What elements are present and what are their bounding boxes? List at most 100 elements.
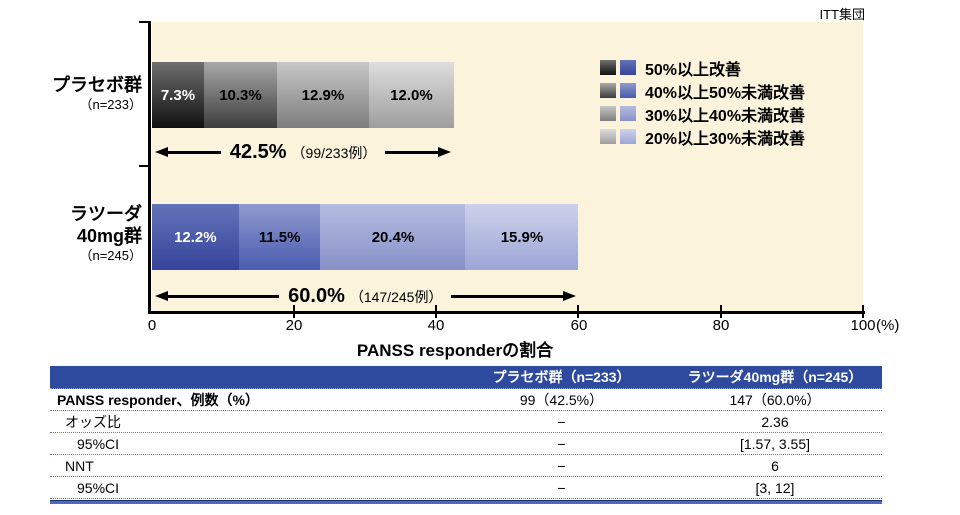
table-row: NNT − 6 (50, 455, 882, 477)
row-label: 95%CI (77, 435, 120, 452)
placebo-total-annotation: 42.5% （99/233例） (152, 139, 454, 165)
bar-segment-40to50: 11.5% (238, 204, 321, 270)
segment-value-label: 7.3% (160, 86, 196, 104)
lurasidone-total-annotation: 60.0% （147/245例） (152, 283, 579, 309)
row-value-placebo: − (557, 479, 566, 496)
x-axis-line (148, 311, 865, 314)
legend-item: 40%以上50%未満改善 (600, 79, 805, 102)
group-n: （n=245） (79, 248, 142, 263)
group-n: （n=233） (79, 97, 142, 112)
bar-segment-20to30: 12.0% (368, 62, 455, 128)
bar-segment-50plus: 12.2% (152, 204, 239, 270)
y-axis-line (148, 21, 151, 313)
table-row: オッズ比 − 2.36 (50, 411, 882, 433)
row-value-lurasidone: 6 (771, 457, 779, 474)
bar-segment-50plus: 7.3% (152, 62, 204, 128)
arrow-line (168, 294, 280, 298)
category-label-lurasidone: ラツーダ 40mg群 （n=245） (8, 203, 142, 264)
lurasidone-bar: 12.2% 11.5% 20.4% 15.9% (152, 204, 579, 270)
legend-label: 30%以上40%未満改善 (645, 107, 806, 125)
row-value-lurasidone: [3, 12] (755, 479, 795, 496)
segment-value-label: 11.5% (258, 228, 301, 246)
segment-value-label: 20.4% (371, 228, 415, 246)
legend-swatch-blue-icon (620, 83, 636, 98)
row-label: オッズ比 (65, 413, 121, 430)
segment-value-label: 12.2% (174, 228, 217, 246)
placebo-bar: 7.3% 10.3% 12.9% 12.0% (152, 62, 455, 128)
legend-swatch-gray-icon (600, 106, 616, 121)
segment-value-label: 12.9% (301, 86, 345, 104)
legend-swatch-gray-icon (600, 83, 616, 98)
population-note: ITT集団 (819, 7, 866, 22)
x-axis-title: PANSS responderの割合 (356, 341, 554, 360)
row-value-lurasidone: 147（60.0%） (729, 391, 821, 408)
x-axis-tick (720, 305, 722, 318)
group-name: 40mg群 (76, 226, 142, 246)
x-tick-label: 40 (427, 317, 445, 334)
row-label: NNT (65, 457, 94, 474)
total-count: （147/245例） (349, 288, 443, 305)
legend-swatch-gray-icon (600, 60, 616, 75)
legend-item: 20%以上30%未満改善 (600, 125, 805, 148)
legend-item: 30%以上40%未満改善 (600, 102, 805, 125)
arrow-left-icon (155, 291, 168, 301)
group-name: ラツーダ (70, 204, 142, 224)
x-axis-tick (577, 305, 579, 318)
arrow-line (451, 294, 563, 298)
row-value-placebo: − (557, 413, 566, 430)
x-axis-tick (435, 305, 437, 318)
x-tick-label: 80 (712, 317, 730, 334)
row-label: PANSS responder、例数（%） (57, 391, 259, 408)
row-label: 95%CI (77, 479, 120, 496)
segment-value-label: 15.9% (500, 228, 544, 246)
legend-swatch-blue-icon (620, 129, 636, 144)
y-axis-tick (139, 165, 149, 167)
total-percent: 60.0% (288, 284, 345, 307)
table-row: 95%CI − [1.57, 3.55] (50, 433, 882, 455)
y-axis-tick (139, 21, 149, 23)
category-label-placebo: プラセボ群 （n=233） (8, 74, 142, 113)
legend-label: 20%以上30%未満改善 (645, 130, 806, 148)
legend-swatch-blue-icon (620, 106, 636, 121)
row-value-placebo: − (557, 457, 566, 474)
x-tick-label: 20 (285, 317, 303, 334)
row-value-placebo: 99（42.5%） (519, 391, 604, 408)
bar-segment-30to40: 12.9% (277, 62, 369, 128)
x-axis-tick (293, 305, 295, 318)
x-tick-label: 60 (570, 317, 588, 334)
table-bottom-rule (50, 500, 882, 504)
x-axis-tick (862, 305, 864, 318)
x-axis-unit: (%) (876, 317, 900, 334)
group-name: プラセボ群 (52, 75, 142, 95)
legend: 50%以上改善 40%以上50%未満改善 30%以上40%未満改善 20%以上3… (600, 56, 805, 148)
segment-value-label: 12.0% (390, 86, 433, 104)
table-header-row: プラセボ群（n=233） ラツーダ40mg群（n=245） (50, 366, 882, 389)
arrow-right-icon (562, 291, 576, 301)
segment-value-label: 10.3% (219, 86, 262, 104)
arrow-left-icon (155, 147, 168, 157)
row-value-lurasidone: 2.36 (761, 413, 789, 430)
bar-segment-20to30: 15.9% (465, 204, 579, 270)
table-row: 95%CI − [3, 12] (50, 477, 882, 499)
total-percent: 42.5% (229, 140, 287, 163)
legend-label: 40%以上50%未満改善 (645, 84, 806, 102)
row-value-lurasidone: [1.57, 3.55] (739, 435, 811, 452)
table-header-lurasidone: ラツーダ40mg群（n=245） (687, 369, 863, 385)
bar-segment-30to40: 20.4% (320, 204, 466, 270)
legend-label: 50%以上改善 (645, 61, 742, 79)
results-table: プラセボ群（n=233） ラツーダ40mg群（n=245） PANSS resp… (50, 366, 882, 504)
x-tick-label: 100 (850, 317, 876, 334)
table-row: PANSS responder、例数（%） 99（42.5%） 147（60.0… (50, 389, 882, 411)
arrow-line (168, 150, 221, 154)
legend-item: 50%以上改善 (600, 56, 805, 79)
legend-swatch-gray-icon (600, 129, 616, 144)
arrow-line (385, 150, 439, 154)
table-header-placebo: プラセボ群（n=233） (492, 369, 631, 385)
arrow-right-icon (438, 147, 452, 157)
x-tick-label: 0 (147, 317, 157, 334)
total-count: （99/233例） (291, 144, 377, 161)
bar-segment-40to50: 10.3% (203, 62, 278, 128)
row-value-placebo: − (557, 435, 566, 452)
legend-swatch-blue-icon (620, 60, 636, 75)
